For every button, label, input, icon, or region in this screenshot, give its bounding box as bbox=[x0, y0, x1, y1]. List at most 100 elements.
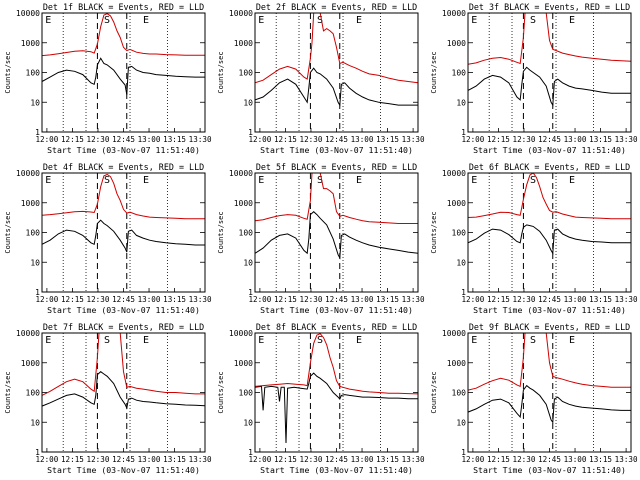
y-tick-label: 100 bbox=[239, 69, 254, 78]
x-tick-label: 12:45 bbox=[325, 135, 348, 144]
x-tick-label: 12:30 bbox=[87, 135, 110, 144]
y-tick-label: 1000 bbox=[21, 199, 40, 208]
chart-title: Det 7f BLACK = Events, RED = LLD bbox=[43, 322, 204, 332]
y-axis-label: Counts/sec bbox=[217, 51, 225, 93]
y-tick-label: 10000 bbox=[16, 329, 40, 338]
x-axis-label: Start Time (03-Nov-07 11:51:40) bbox=[260, 145, 413, 155]
series-line bbox=[42, 371, 205, 410]
series-line bbox=[42, 173, 205, 220]
y-tick-label: 100 bbox=[26, 69, 41, 78]
y-tick-label: 1 bbox=[461, 288, 466, 297]
plot-frame bbox=[254, 172, 419, 293]
y-tick-label: 1 bbox=[248, 448, 253, 457]
marker-label: E bbox=[258, 175, 264, 186]
x-axis-label: Start Time (03-Nov-07 11:51:40) bbox=[47, 465, 200, 475]
x-tick-label: 13:30 bbox=[615, 295, 638, 304]
y-tick-label: 1 bbox=[248, 128, 253, 137]
series-line bbox=[42, 333, 205, 396]
y-tick-label: 1000 bbox=[234, 199, 253, 208]
x-tick-label: 13:30 bbox=[615, 455, 638, 464]
plot-frame bbox=[467, 12, 632, 133]
chart-panel: Det 7f BLACK = Events, RED = LLD E S E 1 10 10… bbox=[4, 322, 212, 475]
series-line bbox=[468, 333, 631, 391]
x-tick-label: 13:15 bbox=[376, 135, 399, 144]
y-tick-label: 100 bbox=[452, 389, 467, 398]
marker-label: E bbox=[356, 335, 362, 346]
x-tick-label: 13:30 bbox=[189, 135, 212, 144]
chart-panel: Det 2f BLACK = Events, RED = LLD E S E 1 10 10… bbox=[217, 2, 425, 155]
x-tick-label: 13:00 bbox=[564, 135, 587, 144]
plot-frame bbox=[41, 172, 206, 293]
marker-label: E bbox=[143, 335, 149, 346]
marker-label: E bbox=[471, 15, 477, 26]
y-tick-label: 10 bbox=[30, 418, 40, 427]
y-tick-label: 100 bbox=[239, 229, 254, 238]
plot-frame bbox=[41, 12, 206, 133]
marker-label: E bbox=[569, 335, 575, 346]
x-tick-label: 13:00 bbox=[564, 455, 587, 464]
x-axis-label: Start Time (03-Nov-07 11:51:40) bbox=[260, 305, 413, 315]
x-tick-label: 13:15 bbox=[589, 455, 612, 464]
x-tick-label: 12:15 bbox=[487, 295, 510, 304]
plot-frame bbox=[254, 332, 419, 453]
x-tick-label: 12:15 bbox=[487, 135, 510, 144]
y-tick-label: 10 bbox=[456, 98, 466, 107]
x-tick-label: 12:15 bbox=[61, 295, 84, 304]
y-tick-label: 10 bbox=[243, 98, 253, 107]
y-tick-label: 1000 bbox=[447, 39, 466, 48]
x-tick-label: 13:00 bbox=[138, 135, 161, 144]
chart-panel: Det 1f BLACK = Events, RED = LLD E S E 1 10 10… bbox=[4, 2, 212, 155]
x-tick-label: 13:15 bbox=[376, 295, 399, 304]
marker-label: S bbox=[104, 335, 110, 346]
x-tick-label: 12:30 bbox=[300, 135, 323, 144]
y-axis-label: Counts/sec bbox=[430, 51, 438, 93]
series-line bbox=[42, 13, 205, 57]
x-tick-label: 13:00 bbox=[138, 455, 161, 464]
series-line bbox=[255, 173, 418, 224]
y-tick-label: 1000 bbox=[447, 359, 466, 368]
x-tick-label: 13:00 bbox=[351, 135, 374, 144]
marker-label: E bbox=[569, 175, 575, 186]
y-tick-label: 100 bbox=[452, 229, 467, 238]
y-axis-label: Counts/sec bbox=[4, 51, 12, 93]
marker-label: S bbox=[104, 15, 110, 26]
x-tick-label: 12:00 bbox=[461, 295, 484, 304]
x-tick-label: 12:30 bbox=[513, 295, 536, 304]
x-tick-label: 13:15 bbox=[163, 455, 186, 464]
marker-label: E bbox=[45, 335, 51, 346]
y-tick-label: 1 bbox=[35, 128, 40, 137]
chart-panel: Det 8f BLACK = Events, RED = LLD E S E 1 10 10… bbox=[217, 322, 425, 475]
chart-title: Det 4f BLACK = Events, RED = LLD bbox=[43, 162, 204, 172]
chart-title: Det 6f BLACK = Events, RED = LLD bbox=[469, 162, 630, 172]
chart-title: Det 1f BLACK = Events, RED = LLD bbox=[43, 2, 204, 12]
x-tick-label: 13:30 bbox=[402, 135, 425, 144]
y-tick-label: 10000 bbox=[229, 329, 253, 338]
x-tick-label: 12:45 bbox=[538, 295, 561, 304]
y-axis-label: Counts/sec bbox=[4, 371, 12, 413]
series-line bbox=[255, 333, 418, 395]
marker-label: E bbox=[569, 15, 575, 26]
x-tick-label: 12:00 bbox=[248, 455, 271, 464]
y-tick-label: 1000 bbox=[447, 199, 466, 208]
y-tick-label: 10000 bbox=[442, 329, 466, 338]
x-tick-label: 12:30 bbox=[87, 295, 110, 304]
series-line bbox=[255, 211, 418, 260]
x-tick-label: 12:30 bbox=[513, 455, 536, 464]
chart-panel: Det 9f BLACK = Events, RED = LLD E S E 1 10 10… bbox=[430, 322, 638, 475]
y-tick-label: 10000 bbox=[16, 169, 40, 178]
chart-panel: Det 6f BLACK = Events, RED = LLD E S E 1 10 10… bbox=[430, 162, 638, 315]
series-line bbox=[255, 372, 418, 444]
series-line bbox=[468, 66, 631, 107]
x-tick-label: 12:45 bbox=[325, 455, 348, 464]
x-tick-label: 12:00 bbox=[461, 135, 484, 144]
marker-label: E bbox=[356, 15, 362, 26]
x-tick-label: 12:45 bbox=[538, 135, 561, 144]
x-tick-label: 13:30 bbox=[189, 455, 212, 464]
x-tick-label: 12:45 bbox=[538, 455, 561, 464]
x-tick-label: 12:00 bbox=[461, 455, 484, 464]
y-tick-label: 10 bbox=[30, 258, 40, 267]
y-axis-label: Counts/sec bbox=[217, 371, 225, 413]
series-line bbox=[468, 173, 631, 220]
y-tick-label: 1000 bbox=[234, 39, 253, 48]
x-tick-label: 12:30 bbox=[300, 455, 323, 464]
